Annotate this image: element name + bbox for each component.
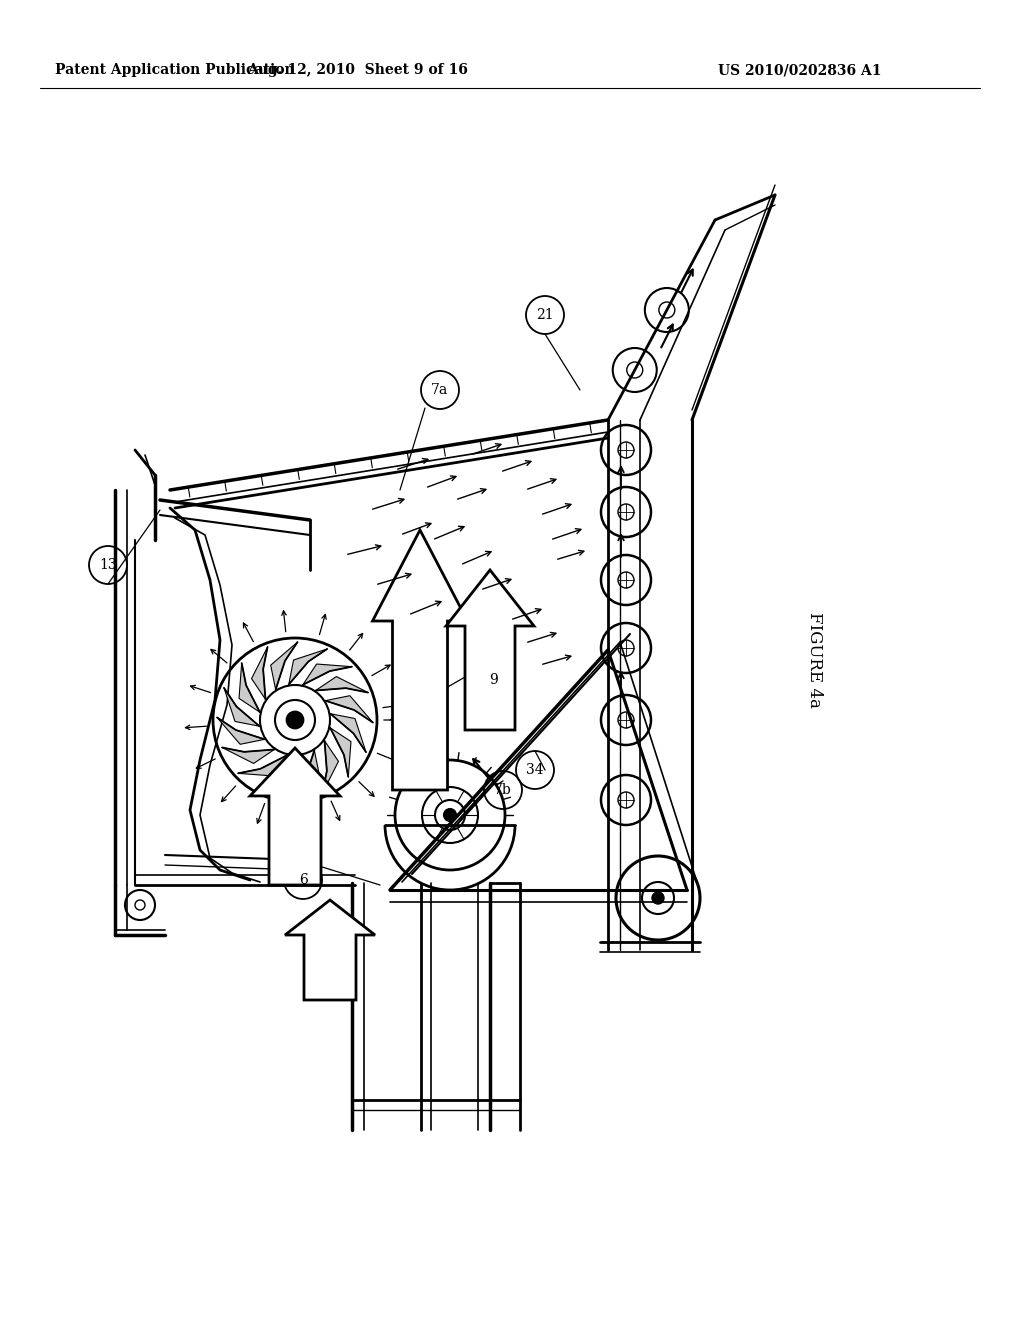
- Polygon shape: [238, 755, 287, 776]
- Circle shape: [287, 711, 303, 729]
- Polygon shape: [252, 647, 267, 700]
- Text: 34: 34: [526, 763, 544, 777]
- Polygon shape: [446, 570, 534, 730]
- Polygon shape: [323, 741, 339, 793]
- Circle shape: [444, 809, 456, 821]
- Polygon shape: [217, 718, 264, 744]
- Text: 21: 21: [537, 308, 554, 322]
- Text: 7a: 7a: [431, 383, 449, 397]
- Polygon shape: [222, 747, 274, 763]
- Polygon shape: [263, 755, 301, 791]
- Polygon shape: [373, 531, 468, 789]
- Polygon shape: [270, 642, 298, 689]
- Polygon shape: [330, 727, 351, 777]
- Text: 13: 13: [99, 558, 117, 572]
- Polygon shape: [224, 688, 259, 726]
- Polygon shape: [331, 714, 366, 752]
- Polygon shape: [285, 900, 375, 1001]
- Text: FIGURE 4a: FIGURE 4a: [807, 612, 823, 708]
- Text: Patent Application Publication: Patent Application Publication: [55, 63, 295, 77]
- Text: 6: 6: [299, 873, 307, 887]
- Polygon shape: [326, 696, 373, 722]
- Polygon shape: [315, 677, 368, 693]
- Text: 9: 9: [488, 673, 498, 686]
- Polygon shape: [303, 664, 352, 685]
- Circle shape: [652, 892, 664, 904]
- Polygon shape: [250, 748, 340, 884]
- Polygon shape: [239, 663, 260, 713]
- Polygon shape: [293, 750, 319, 799]
- Text: 7b: 7b: [495, 783, 512, 797]
- Text: US 2010/0202836 A1: US 2010/0202836 A1: [718, 63, 882, 77]
- Polygon shape: [289, 649, 328, 685]
- Text: Aug. 12, 2010  Sheet 9 of 16: Aug. 12, 2010 Sheet 9 of 16: [248, 63, 468, 77]
